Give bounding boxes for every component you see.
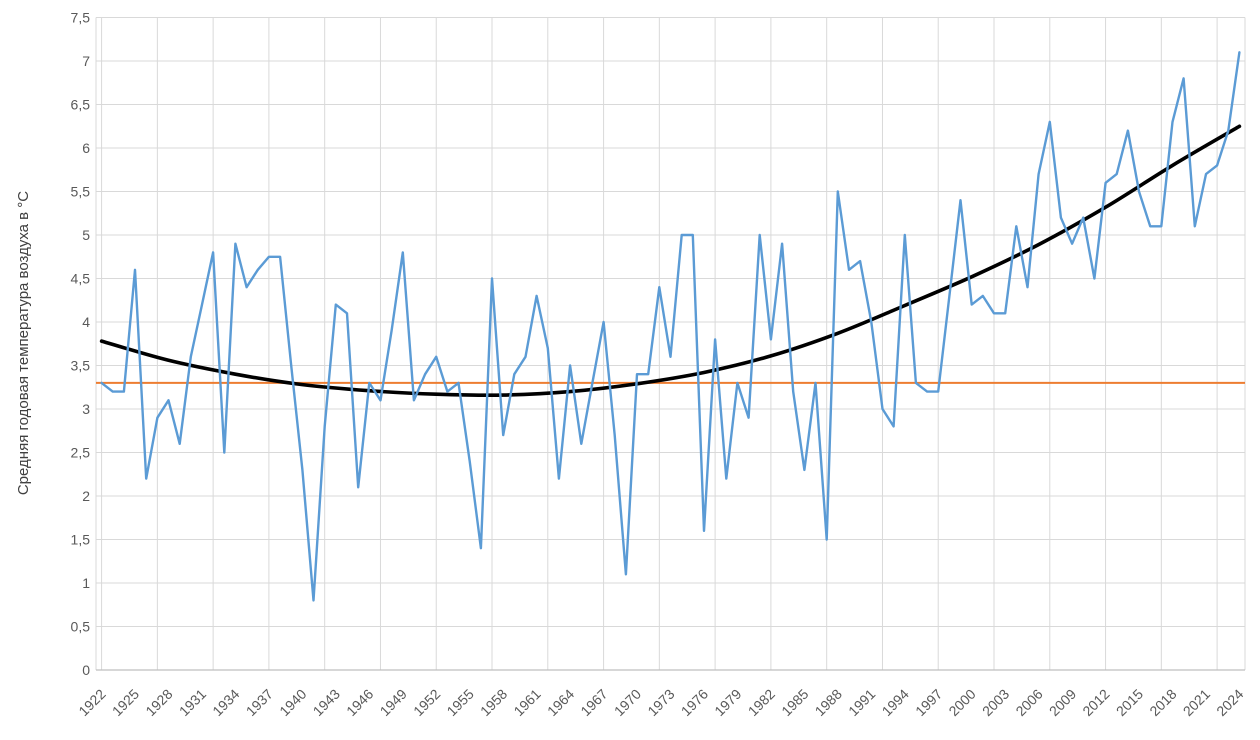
x-tick-label: 2012	[1079, 686, 1112, 719]
x-tick-label: 1970	[611, 686, 644, 719]
x-tick-label: 2009	[1046, 686, 1079, 719]
x-tick-label: 1922	[75, 686, 108, 719]
x-tick-label: 1967	[577, 686, 610, 719]
x-tick-label: 1958	[477, 686, 510, 719]
x-tick-label: 1949	[377, 686, 410, 719]
y-tick-label: 1	[82, 575, 90, 591]
y-tick-label: 6	[82, 140, 90, 156]
y-tick-label: 3,5	[71, 358, 91, 374]
x-tick-label: 1928	[142, 686, 175, 719]
x-tick-label: 1952	[410, 686, 443, 719]
y-tick-label: 4	[82, 314, 90, 330]
x-tick-label: 1940	[276, 686, 309, 719]
x-tick-label: 1943	[310, 686, 343, 719]
annual-temperature-line	[100, 51, 1241, 602]
y-tick-label: 1,5	[71, 532, 91, 548]
y-tick-label: 6,5	[71, 97, 91, 113]
series-layer	[96, 51, 1245, 602]
y-tick-label: 2,5	[71, 445, 91, 461]
x-tick-label: 1985	[778, 686, 811, 719]
x-tick-label: 1934	[209, 686, 242, 719]
y-tick-label: 0,5	[71, 619, 91, 635]
x-tick-label: 1979	[711, 686, 744, 719]
trend-polynomial-line	[99, 124, 1242, 398]
tick-labels-layer: 0 0,5 1 1,5 2 2,5 3 3,5 4 4,5 5 5,5 6 6,5 7 7,5 1922 1925…	[71, 10, 1247, 720]
x-tick-label: 2021	[1180, 686, 1213, 719]
x-tick-label: 2018	[1146, 686, 1179, 719]
x-tick-label: 1994	[879, 686, 912, 719]
x-tick-label: 1997	[912, 686, 945, 719]
x-tick-label: 1931	[176, 686, 209, 719]
y-axis-title: Средняя годовая температура воздуха в °C	[15, 191, 32, 495]
y-tick-label: 5	[82, 227, 90, 243]
x-tick-label: 1925	[109, 686, 142, 719]
x-tick-label: 2006	[1012, 686, 1045, 719]
x-tick-label: 1991	[845, 686, 878, 719]
x-tick-label: 1937	[243, 686, 276, 719]
y-tick-label: 0	[82, 662, 90, 678]
y-tick-label: 2	[82, 488, 90, 504]
gridlines-layer	[95, 17, 1246, 670]
y-tick-label: 7	[82, 53, 90, 69]
x-tick-label: 1988	[812, 686, 845, 719]
x-tick-label: 1982	[745, 686, 778, 719]
y-tick-label: 3	[82, 401, 90, 417]
y-tick-label: 4,5	[71, 271, 91, 287]
x-tick-label: 2024	[1213, 686, 1246, 719]
x-tick-label: 2003	[979, 686, 1012, 719]
x-tick-label: 1976	[678, 686, 711, 719]
y-tick-label: 7,5	[71, 10, 91, 26]
x-tick-label: 1961	[510, 686, 543, 719]
x-tick-label: 1946	[343, 686, 376, 719]
x-tick-label: 1973	[644, 686, 677, 719]
x-tick-label: 2000	[945, 686, 978, 719]
x-tick-label: 1955	[443, 686, 476, 719]
x-tick-label: 2015	[1113, 686, 1146, 719]
x-tick-label: 1964	[544, 686, 577, 719]
y-tick-label: 5,5	[71, 184, 91, 200]
